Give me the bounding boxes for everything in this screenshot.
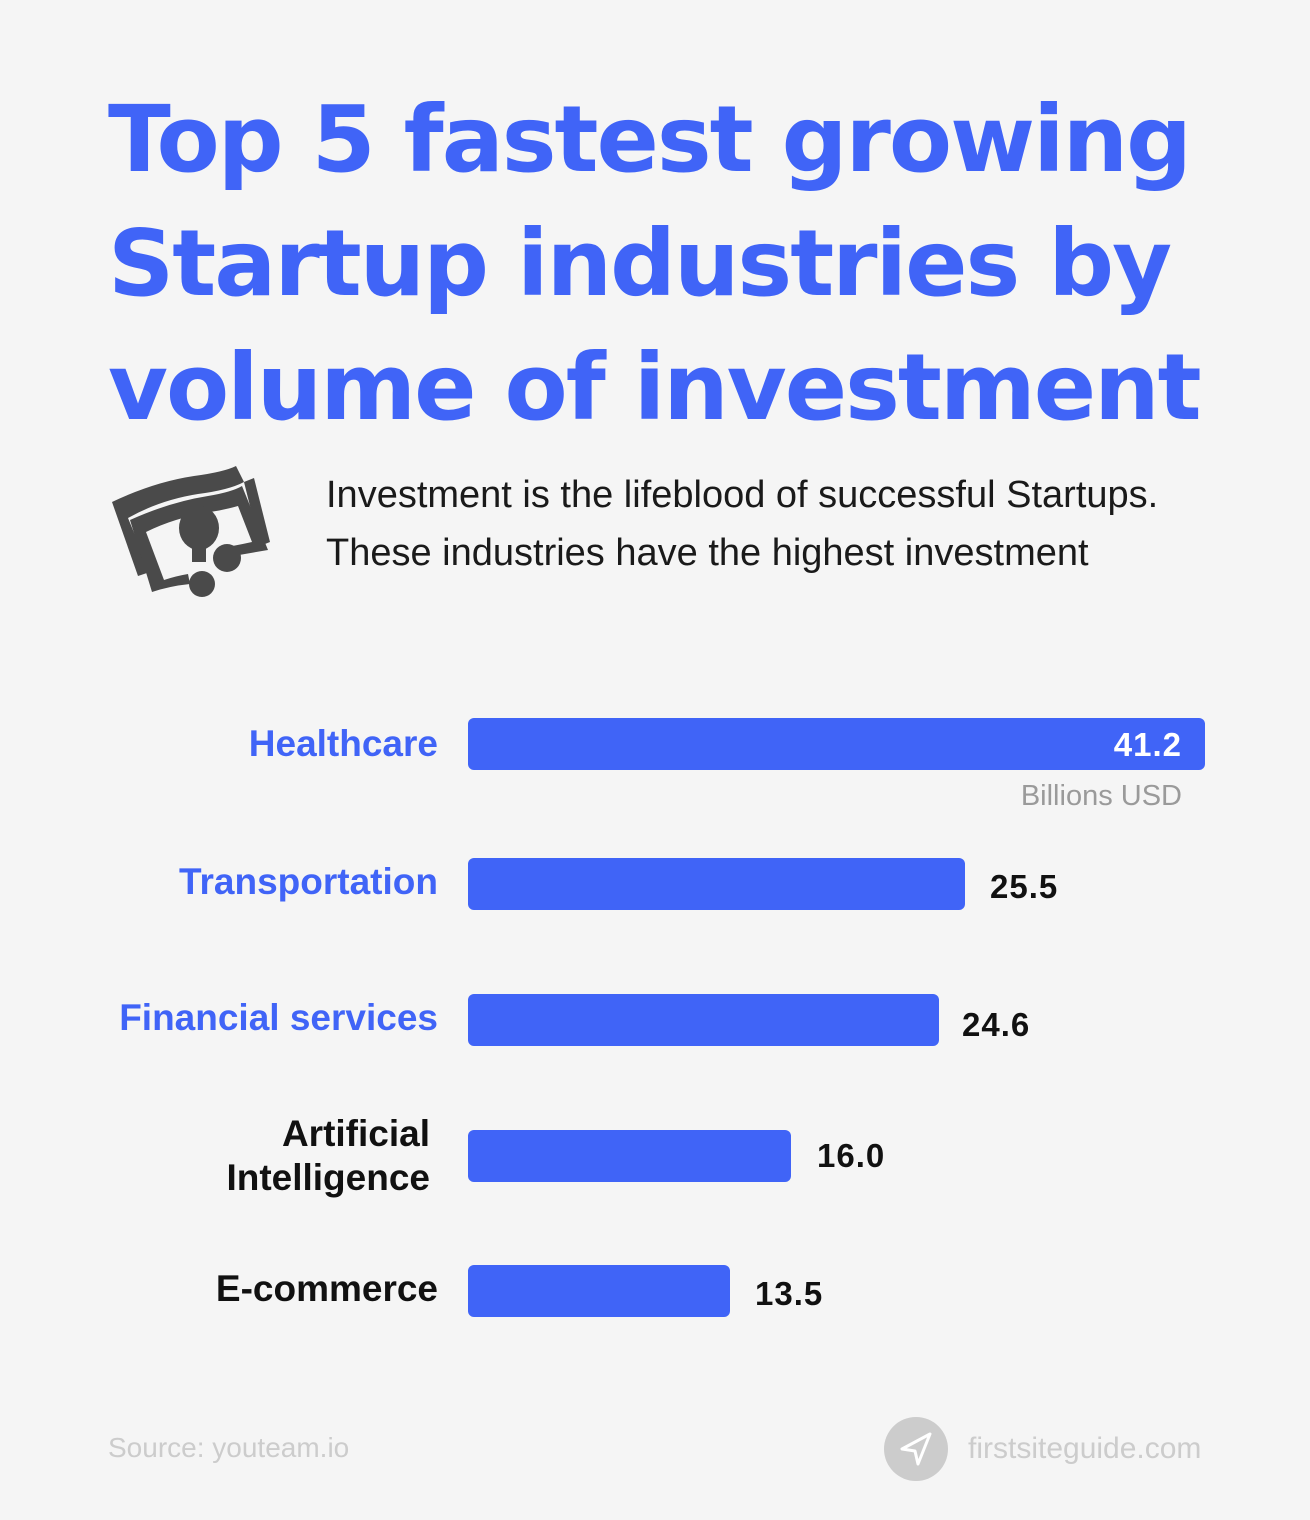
bar	[468, 1130, 791, 1182]
bar-value: 25.5	[990, 868, 1059, 905]
page-title: Top 5 fastest growing Startup industries…	[108, 86, 1202, 441]
bar-label: E-commerce	[215, 1268, 438, 1309]
source-note: Source: youteam.io	[108, 1432, 350, 1463]
bar	[468, 994, 939, 1046]
bar-value: 16.0	[817, 1137, 886, 1174]
brand-name[interactable]: firstsiteguide.com	[968, 1432, 1202, 1465]
bar-label: Healthcare	[248, 723, 438, 764]
paper-plane-icon	[884, 1417, 948, 1481]
bar-value: 41.2	[1113, 726, 1182, 763]
bar	[468, 858, 965, 910]
bar-label: Artificial Intelligence	[226, 1113, 430, 1198]
bar-value: 13.5	[755, 1275, 824, 1312]
intro-text: Investment is the lifeblood of successfu…	[326, 474, 1159, 574]
bar-value: 24.6	[962, 1006, 1031, 1043]
brand[interactable]: firstsiteguide.com	[884, 1417, 1201, 1481]
bar-label: Financial services	[119, 997, 438, 1038]
bar	[468, 1265, 730, 1317]
unit-label: Billions USD	[1020, 780, 1182, 812]
money-bills-coins-icon	[104, 462, 279, 607]
bar	[468, 718, 1205, 770]
bar-label: Transportation	[178, 861, 438, 902]
